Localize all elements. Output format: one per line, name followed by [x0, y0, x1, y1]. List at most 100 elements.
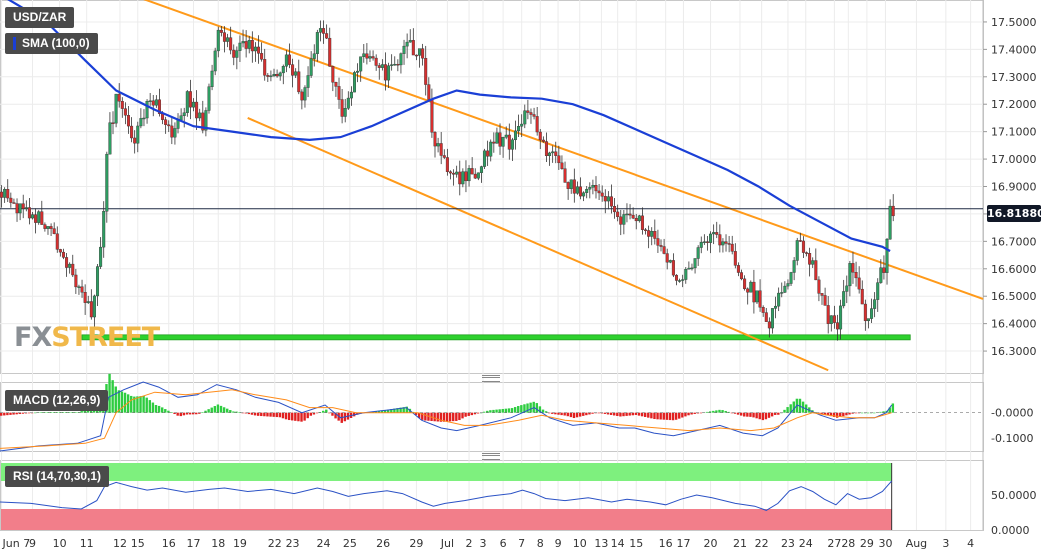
candle-179 — [554, 141, 558, 164]
candle-body — [684, 269, 688, 280]
candle-29 — [89, 289, 93, 320]
candle-47 — [145, 99, 149, 124]
candle-169 — [523, 104, 527, 129]
candle-11 — [34, 208, 38, 234]
macd-bar-151 — [467, 412, 470, 416]
candle-body — [154, 99, 158, 106]
candle-body — [678, 280, 682, 282]
candle-body — [430, 99, 434, 133]
candle-body — [668, 260, 672, 263]
macd-bar-159 — [492, 409, 495, 413]
candle-body — [216, 29, 220, 52]
x-tick-label-11: 23 — [286, 537, 300, 550]
candle-176 — [544, 132, 548, 163]
candle-body — [563, 168, 567, 183]
candle-body — [798, 240, 802, 242]
macd-bar-142 — [439, 412, 443, 422]
x-tick-label-1: 9 — [29, 537, 36, 550]
candle-body — [857, 277, 861, 290]
x-tick-label-9: 19 — [233, 537, 247, 550]
pane-resize-handle-rsi[interactable] — [482, 453, 500, 460]
macd-bar-101 — [312, 412, 316, 415]
candle-108 — [334, 81, 338, 97]
candle-133 — [411, 28, 415, 56]
macd-bar-51 — [157, 405, 161, 413]
candle-body — [263, 59, 267, 76]
candle-118 — [365, 43, 369, 65]
macd-bar-174 — [538, 406, 542, 413]
candle-body — [3, 189, 7, 198]
macd-bar-202 — [625, 412, 628, 416]
candle-body — [656, 238, 660, 246]
candle-40 — [123, 102, 127, 125]
candle-55 — [170, 116, 174, 145]
candle-243 — [752, 269, 756, 314]
candle-body — [241, 41, 245, 44]
candle-203 — [628, 204, 632, 220]
candle-201 — [622, 210, 626, 235]
candle-141 — [436, 137, 440, 153]
candle-199 — [616, 204, 620, 222]
candle-body — [795, 240, 799, 261]
candle-280 — [866, 318, 870, 329]
macd-bar-190 — [588, 412, 591, 415]
candle-217 — [671, 253, 675, 278]
candle-92 — [284, 50, 288, 73]
candle-body — [260, 53, 264, 60]
candle-94 — [291, 58, 295, 88]
candle-81 — [250, 31, 254, 63]
x-tick-label-39: 3 — [942, 537, 949, 550]
macd-bar-276 — [854, 412, 857, 414]
candle-body — [12, 202, 16, 204]
candle-body — [619, 216, 623, 225]
candle-body — [600, 192, 604, 197]
candle-body — [278, 72, 282, 77]
candle-155 — [479, 165, 483, 183]
x-tick-label-30: 21 — [733, 537, 747, 550]
candle-body — [659, 245, 663, 247]
candle-body — [591, 185, 595, 188]
macd-bar-68 — [210, 407, 213, 413]
candle-body — [764, 312, 768, 322]
candle-body — [585, 188, 589, 193]
candle-276 — [854, 261, 858, 287]
macd-bar-108 — [334, 412, 337, 419]
candle-body — [226, 37, 230, 42]
price-tick-label-8: 16.7000 — [991, 235, 1037, 248]
candle-129 — [399, 52, 403, 74]
macd-bar-141 — [436, 412, 439, 422]
macd-bar-270 — [835, 412, 839, 418]
macd-bar-232 — [718, 409, 721, 413]
candle-68 — [210, 64, 214, 91]
candle-body — [250, 40, 254, 52]
candle-body — [647, 230, 651, 237]
candle-body — [705, 241, 709, 243]
candle-body — [606, 196, 610, 202]
candle-44 — [136, 121, 140, 153]
candle-150 — [464, 160, 468, 193]
candle-208 — [644, 227, 648, 235]
macd-bar-71 — [219, 405, 223, 413]
macd-bar-275 — [851, 412, 854, 414]
candle-body — [572, 179, 576, 194]
macd-bar-208 — [643, 412, 647, 417]
candle-75 — [232, 44, 236, 66]
candle-body — [31, 214, 35, 219]
candle-192 — [594, 176, 598, 199]
candle-body — [377, 65, 381, 68]
macd-bar-18 — [55, 412, 59, 413]
candle-238 — [736, 262, 740, 277]
pane-resize-handle-macd[interactable] — [482, 375, 500, 382]
macd-bar-217 — [671, 412, 675, 421]
macd-bar-149 — [461, 412, 464, 419]
candle-body — [346, 97, 350, 109]
candle-14 — [43, 222, 47, 232]
candle-126 — [390, 54, 394, 71]
candle-body — [294, 71, 298, 76]
candle-220 — [681, 274, 685, 288]
macd-bar-90 — [278, 412, 282, 418]
candle-122 — [377, 62, 381, 80]
candle-69 — [213, 47, 217, 76]
macd-bar-240 — [743, 412, 746, 417]
candle-body — [653, 231, 657, 239]
